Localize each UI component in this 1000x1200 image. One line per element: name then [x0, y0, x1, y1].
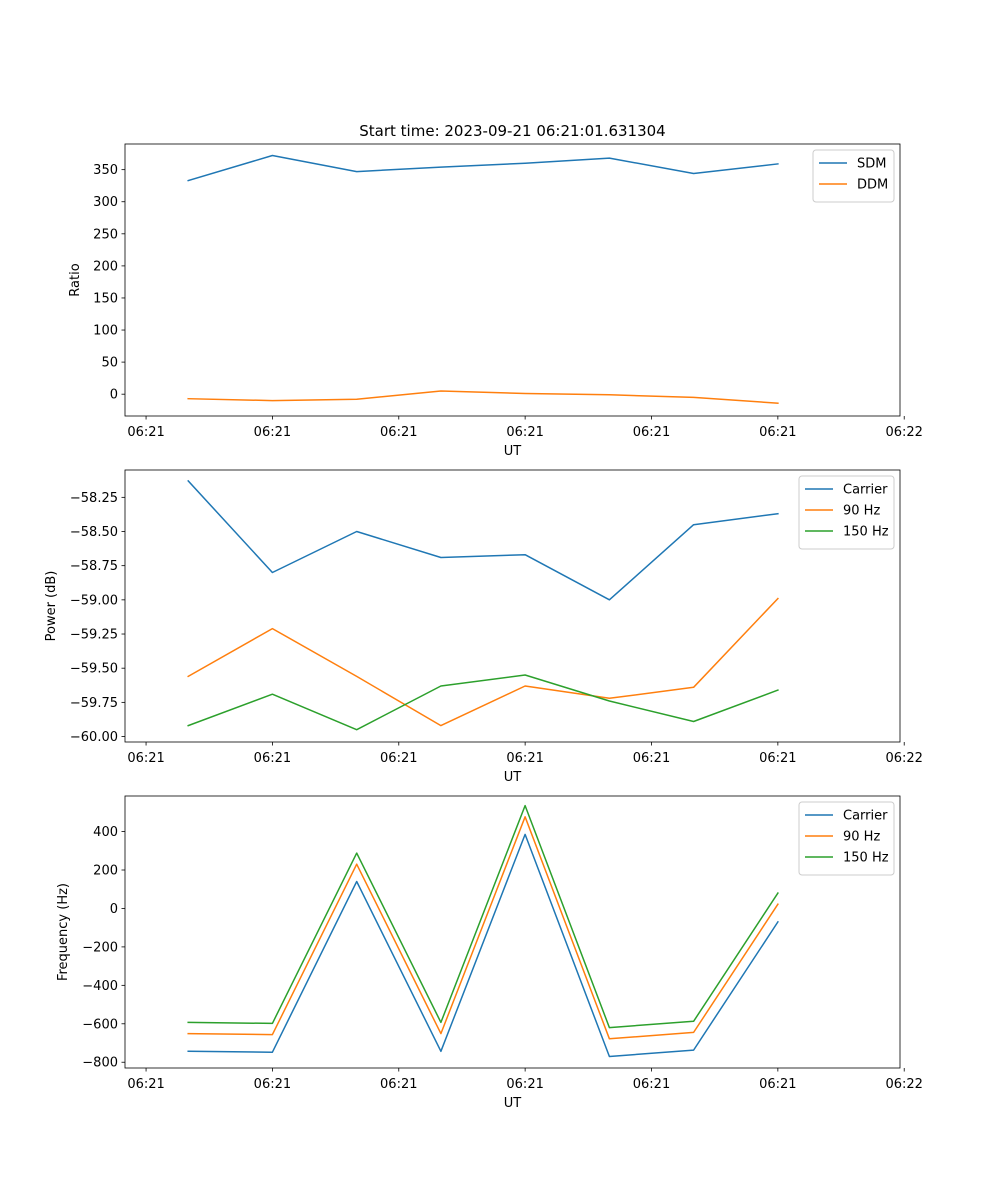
y-tick-label: −58.50 [70, 525, 118, 540]
series-line-90-hz [187, 597, 779, 727]
y-tick-label: 100 [93, 324, 118, 339]
y-tick-label: 200 [93, 259, 118, 274]
legend: SDM DDM [812, 149, 895, 203]
series-line-carrier [187, 479, 779, 601]
x-tick-label: 06:21 [380, 425, 417, 440]
x-tick-label: 06:21 [506, 1077, 543, 1092]
y-tick-label: 300 [93, 195, 118, 210]
y-tick-label: −58.25 [70, 491, 118, 506]
x-tick-label: 06:21 [127, 751, 164, 766]
y-tick-label: 400 [93, 825, 118, 840]
legend-label: Carrier [843, 483, 888, 498]
y-tick-label: −59.50 [70, 662, 118, 677]
panel-1: 0 50 100 150 200 250 300 350 06:21 06:21 06:21 06:2… [68, 143, 923, 459]
y-tick-label: −800 [82, 1056, 118, 1071]
x-tick-label: 06:21 [127, 1077, 164, 1092]
y-tick-label: 50 [101, 356, 118, 371]
y-tick-label: −59.75 [70, 696, 118, 711]
y-tick-label: −400 [82, 979, 118, 994]
x-axis-label: UT [504, 1096, 522, 1111]
axes-frame [124, 143, 901, 417]
x-tick-label: 06:21 [506, 425, 543, 440]
y-tick-label: 0 [110, 902, 118, 917]
x-tick-label: 06:22 [885, 425, 922, 440]
x-tick-label: 06:21 [759, 1077, 796, 1092]
legend-label: 150 Hz [843, 525, 889, 540]
x-tick-label: 06:21 [254, 1077, 291, 1092]
legend-label: 90 Hz [843, 830, 880, 845]
x-tick-label: 06:21 [633, 751, 670, 766]
chart-title: Start time: 2023-09-21 06:21:01.631304 [359, 122, 665, 140]
series-line-sdm [187, 154, 779, 182]
y-axis-label: Power (dB) [44, 571, 59, 642]
series-line-90-hz [187, 816, 779, 1040]
series-line-150-hz [187, 674, 779, 731]
x-axis-label: UT [504, 444, 522, 459]
x-tick-label: 06:21 [506, 751, 543, 766]
y-tick-label: −600 [82, 1017, 118, 1032]
y-tick-label: −60.00 [70, 730, 118, 745]
x-tick-label: 06:21 [127, 425, 164, 440]
axes-frame [124, 795, 901, 1069]
legend-label: 150 Hz [843, 851, 889, 866]
y-tick-label: 250 [93, 227, 118, 242]
y-tick-label: 0 [110, 388, 118, 403]
series-line-ddm [187, 390, 779, 404]
legend-label: 90 Hz [843, 504, 880, 519]
y-tick-label: 150 [93, 291, 118, 306]
y-tick-label: 350 [93, 163, 118, 178]
x-tick-label: 06:22 [885, 751, 922, 766]
legend-label: Carrier [843, 809, 888, 824]
y-axis-label: Ratio [68, 263, 83, 296]
x-tick-label: 06:21 [254, 425, 291, 440]
x-tick-label: 06:21 [759, 425, 796, 440]
series-line-carrier [187, 833, 779, 1058]
axes-frame [124, 469, 901, 743]
x-tick-label: 06:21 [633, 425, 670, 440]
panel-3: −800 −600 −400 −200 0 200 400 06:21 06:21 06:21 06… [56, 795, 923, 1111]
x-tick-label: 06:21 [380, 751, 417, 766]
x-tick-label: 06:21 [633, 1077, 670, 1092]
x-tick-label: 06:22 [885, 1077, 922, 1092]
x-tick-label: 06:21 [254, 751, 291, 766]
x-axis-label: UT [504, 770, 522, 785]
y-axis-label: Frequency (Hz) [56, 883, 71, 981]
series-line-150-hz [187, 804, 779, 1029]
y-tick-label: 200 [93, 864, 118, 879]
chart-panels: 0 50 100 150 200 250 300 350 06:21 06:21 06:21 06:2… [44, 143, 923, 1111]
y-tick-label: −58.75 [70, 559, 118, 574]
y-tick-label: −59.25 [70, 628, 118, 643]
legend-label: SDM [857, 157, 886, 172]
y-tick-label: −59.00 [70, 593, 118, 608]
x-tick-label: 06:21 [380, 1077, 417, 1092]
legend: Carrier 90 Hz 150 Hz [798, 475, 895, 550]
legend-label: DDM [857, 178, 888, 193]
panel-2: −60.00 −59.75 −59.50 −59.25 −59.00 −58.75 −58.… [44, 469, 923, 785]
y-tick-label: −200 [82, 940, 118, 955]
x-tick-label: 06:21 [759, 751, 796, 766]
legend: Carrier 90 Hz 150 Hz [798, 801, 895, 876]
